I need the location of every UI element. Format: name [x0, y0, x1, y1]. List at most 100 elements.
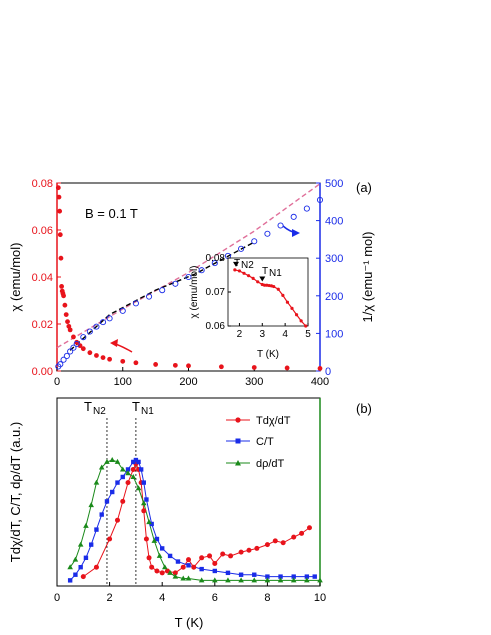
b-blue-point [99, 512, 104, 517]
a-right-tick-label: 500 [325, 178, 343, 190]
a-xtick-label: 200 [179, 376, 197, 388]
inset-tn1-sub: N1 [269, 268, 282, 279]
b-blue-point [144, 497, 149, 502]
inset-tn2-sub: N2 [241, 260, 254, 271]
b-green-point [72, 556, 79, 562]
b-blue-point [175, 559, 181, 564]
inset-point [281, 293, 285, 297]
inv-chi-point [63, 352, 70, 360]
b-green-point [83, 522, 89, 528]
arrow-left-head [110, 339, 118, 347]
b-red-point [80, 574, 86, 580]
inset-point [246, 274, 251, 278]
b-blue-point [154, 536, 160, 542]
b-blue-point [304, 574, 310, 579]
b-blue-point [78, 565, 83, 570]
chi-point [62, 302, 68, 308]
chi-point [55, 185, 61, 191]
inset-xtick-label: 5 [305, 329, 311, 340]
panel-b-label: (b) [356, 401, 372, 416]
inset-point [276, 287, 280, 291]
b-green-point [304, 577, 310, 583]
chi-point [63, 312, 69, 317]
chi-point [87, 350, 93, 356]
a-xtick-label: 300 [245, 376, 263, 388]
tn2-T: T [84, 399, 92, 414]
b-blue-point [67, 578, 73, 583]
b-blue-point [125, 467, 131, 472]
inv-chi-point [60, 356, 67, 363]
b-green-point [109, 457, 116, 463]
chi-point [172, 362, 178, 368]
b-green-point [185, 575, 192, 581]
a-xtick-label: 400 [311, 376, 329, 388]
b-red-point [125, 480, 131, 486]
b-blue-point [252, 572, 257, 577]
inset-point [237, 269, 242, 273]
chi-point [133, 360, 139, 366]
inv-chi-point [238, 245, 245, 252]
b-blue-point [94, 527, 99, 532]
inset-ytick-label: 0.08 [206, 253, 226, 264]
chi-point [251, 365, 257, 370]
chi-point [67, 327, 73, 333]
inset-point [294, 313, 299, 317]
b-red-point [93, 564, 99, 570]
b-green-point [212, 577, 218, 583]
legend-green-marker [235, 460, 241, 466]
inset-point [233, 268, 237, 272]
b-red-point [146, 555, 152, 561]
inv-chi-point [132, 300, 139, 307]
b-xtick-label: 6 [212, 592, 218, 604]
chi-point [65, 319, 70, 325]
a-right-tick-label: 100 [325, 328, 343, 340]
legend-green-label: dρ/dT [256, 458, 285, 470]
b-blue-point [136, 459, 141, 465]
inset-xtick-label: 4 [282, 329, 288, 340]
inset-point [290, 306, 294, 310]
b-blue-point [88, 542, 94, 547]
inset-point [242, 271, 246, 275]
b-red-point [199, 555, 205, 561]
chi-point [59, 284, 65, 289]
b-green-point [67, 564, 73, 570]
a-right-tick-label: 300 [325, 253, 343, 265]
b-red-point [191, 564, 197, 570]
inv-chi-point [93, 323, 100, 330]
inset-point [285, 300, 290, 304]
b-blue-point [120, 474, 125, 480]
right-ylabel: 1/χ (emu⁻¹ mol) [360, 232, 375, 323]
b-green-point [77, 541, 84, 547]
b-red-point [180, 564, 186, 570]
inset-point [304, 324, 308, 328]
inv-chi-point [159, 287, 166, 294]
inset-tn1-T: T [262, 266, 268, 277]
a-xtick-label: 100 [114, 376, 132, 388]
b-green-point [172, 573, 179, 579]
b-green-point [198, 577, 205, 583]
b-blue-point [212, 568, 217, 574]
b-red-point [143, 536, 149, 542]
b-red-point [159, 570, 165, 576]
inset-frame [227, 257, 309, 327]
b-blue-point [73, 572, 78, 577]
chi-point [94, 353, 99, 358]
b-red-point [186, 557, 191, 563]
panel-b-ylabel: Tdχ/dT, C/T, dρ/dT (a.u.) [8, 422, 23, 562]
b-green-point [151, 537, 158, 543]
inv-chi-point [185, 273, 192, 281]
panel-b-xlabel: T (K) [175, 615, 204, 630]
chi-point [80, 346, 86, 352]
inv-chi-point [86, 328, 93, 335]
b-green-point [251, 577, 258, 583]
a-left-tick-label: 0.00 [32, 366, 53, 378]
b-red-point [291, 534, 297, 540]
panel-b-points [67, 457, 323, 583]
chi-point [153, 362, 159, 367]
b-blue-point [131, 459, 136, 465]
field-annotation: B = 0.1 T [85, 206, 138, 221]
b-green-point [264, 577, 271, 583]
a-left-tick-label: 0.06 [32, 225, 53, 237]
chi-point [100, 355, 106, 361]
b-blue-point [110, 489, 115, 495]
